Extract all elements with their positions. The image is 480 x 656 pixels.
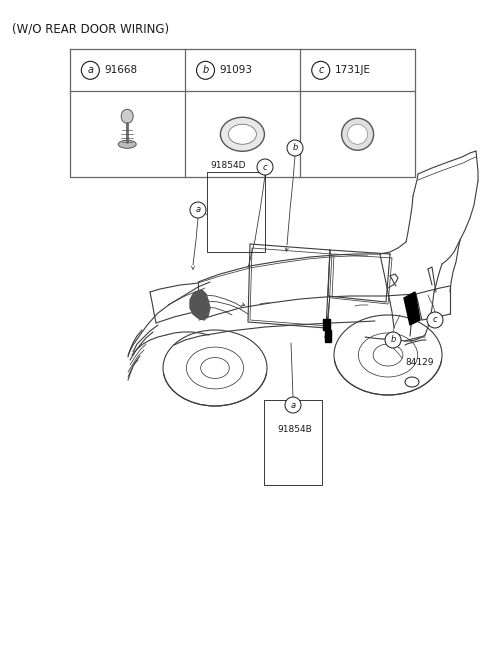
Polygon shape — [325, 330, 331, 342]
Text: 1731JE: 1731JE — [335, 66, 371, 75]
Text: 91854D: 91854D — [210, 161, 245, 171]
Circle shape — [81, 61, 99, 79]
Circle shape — [427, 312, 443, 328]
Text: 91668: 91668 — [104, 66, 137, 75]
Text: c: c — [318, 66, 324, 75]
Text: (W/O REAR DOOR WIRING): (W/O REAR DOOR WIRING) — [12, 22, 169, 35]
Ellipse shape — [121, 110, 133, 123]
Polygon shape — [404, 292, 420, 325]
Text: c: c — [263, 163, 267, 171]
Ellipse shape — [220, 117, 264, 152]
Text: b: b — [292, 144, 298, 152]
Text: 91093: 91093 — [219, 66, 252, 75]
Text: 84129: 84129 — [405, 358, 433, 367]
Ellipse shape — [118, 140, 136, 148]
Text: c: c — [432, 316, 437, 325]
Text: 91854B: 91854B — [277, 426, 312, 434]
Circle shape — [312, 61, 330, 79]
Circle shape — [287, 140, 303, 156]
Circle shape — [342, 118, 373, 150]
Circle shape — [190, 202, 206, 218]
Text: a: a — [290, 401, 296, 409]
Text: a: a — [195, 205, 201, 215]
Text: b: b — [203, 66, 209, 75]
Circle shape — [348, 124, 368, 144]
Polygon shape — [190, 290, 210, 320]
Text: a: a — [87, 66, 93, 75]
Circle shape — [196, 61, 215, 79]
Circle shape — [257, 159, 273, 175]
Text: b: b — [390, 335, 396, 344]
Ellipse shape — [228, 124, 256, 144]
Polygon shape — [323, 319, 330, 330]
Circle shape — [285, 397, 301, 413]
Circle shape — [385, 332, 401, 348]
